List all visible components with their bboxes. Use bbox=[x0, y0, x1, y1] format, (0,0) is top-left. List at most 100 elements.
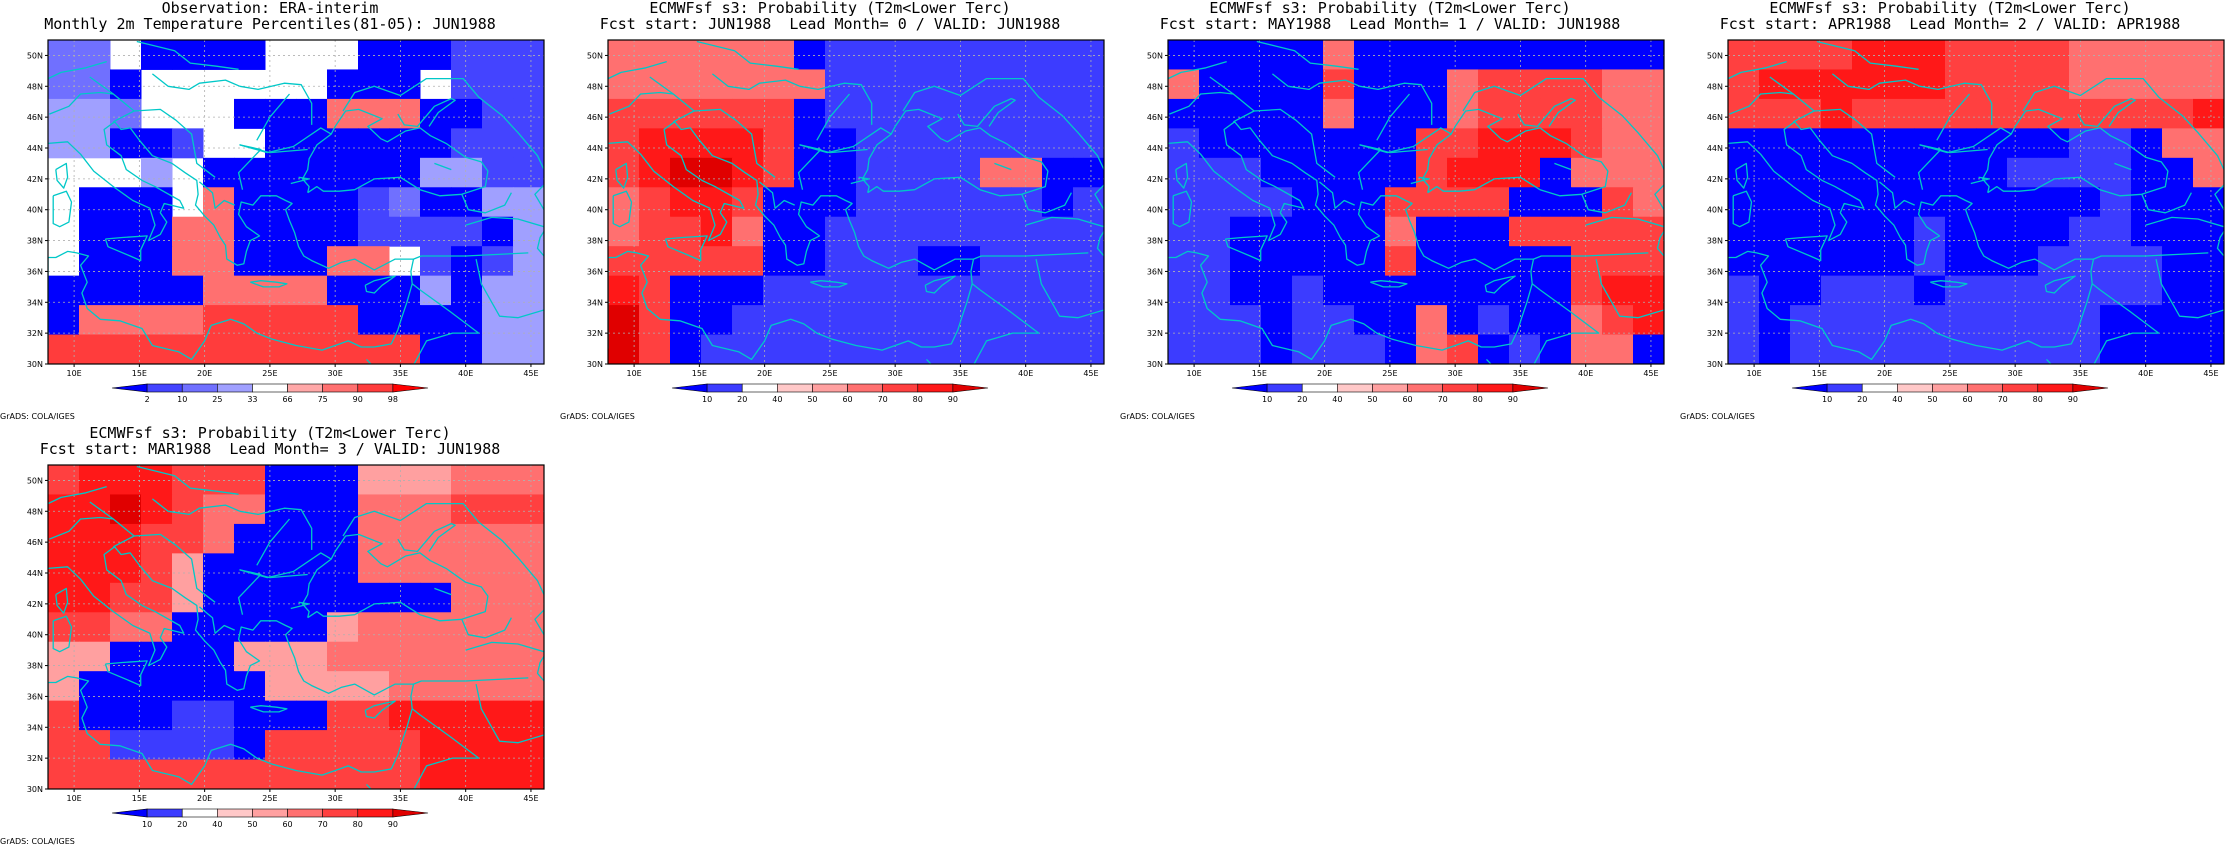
shaded-cell bbox=[732, 98, 764, 129]
panel-subtitle: Fcst start: JUN1988 Lead Month= 0 / VALI… bbox=[599, 15, 1061, 33]
shaded-cell bbox=[1976, 40, 2008, 70]
colorbar-swatch bbox=[1266, 383, 1303, 393]
colorbar-swatch bbox=[111, 808, 148, 818]
shaded-cell bbox=[670, 40, 702, 70]
panel-title: Observation: ERA-interim bbox=[161, 0, 379, 17]
shaded-cell bbox=[513, 494, 545, 525]
shaded-cell bbox=[1261, 246, 1293, 277]
shaded-cell bbox=[2193, 275, 2225, 306]
shaded-cell bbox=[2069, 69, 2101, 100]
shaded-cell bbox=[1230, 128, 1262, 159]
shaded-cell bbox=[513, 700, 545, 731]
shaded-cell bbox=[2038, 128, 2070, 159]
shaded-cell bbox=[2100, 187, 2132, 218]
shaded-cell bbox=[265, 334, 297, 365]
shaded-cell bbox=[1571, 157, 1603, 188]
lon-tick-label: 20E bbox=[1877, 369, 1892, 378]
shaded-cell bbox=[1728, 334, 1760, 365]
shaded-cell bbox=[2007, 305, 2039, 336]
shaded-cell bbox=[1790, 40, 1822, 70]
shaded-cell bbox=[2193, 305, 2225, 336]
shaded-cell bbox=[482, 465, 514, 495]
colorbar-swatch bbox=[1337, 383, 1373, 393]
shaded-cell bbox=[1509, 275, 1541, 306]
shaded-cell bbox=[172, 730, 204, 761]
shaded-cell bbox=[296, 216, 328, 247]
shaded-cell bbox=[482, 334, 514, 365]
shaded-cell bbox=[2131, 128, 2163, 159]
lat-tick-label: 30N bbox=[587, 360, 603, 369]
shaded-cell bbox=[389, 641, 421, 672]
shaded-cell bbox=[451, 275, 483, 306]
shaded-cell bbox=[701, 216, 733, 247]
lat-tick-label: 38N bbox=[1147, 237, 1163, 246]
shaded-cell bbox=[1540, 98, 1572, 129]
shaded-cell bbox=[79, 553, 111, 584]
colorbar-swatch bbox=[322, 808, 359, 818]
map-frame bbox=[47, 464, 545, 790]
panel-subtitle: Monthly 2m Temperature Percentiles(81-05… bbox=[44, 15, 496, 33]
shaded-cell bbox=[732, 40, 764, 70]
shaded-cell bbox=[1042, 157, 1074, 188]
shaded-cell bbox=[358, 157, 390, 188]
shaded-cell bbox=[1945, 40, 1977, 70]
shaded-cell bbox=[1292, 69, 1324, 100]
shaded-cell bbox=[2038, 305, 2070, 336]
shaded-cell bbox=[296, 730, 328, 761]
shaded-cell bbox=[949, 216, 981, 247]
shaded-grid bbox=[608, 40, 1105, 365]
lat-tick-label: 42N bbox=[27, 600, 43, 609]
shaded-cell bbox=[918, 69, 950, 100]
shaded-cell bbox=[513, 216, 545, 247]
shaded-cell bbox=[79, 612, 111, 643]
graticule bbox=[608, 40, 1104, 365]
shaded-cell bbox=[670, 157, 702, 188]
shaded-cell bbox=[420, 612, 452, 643]
shaded-cell bbox=[2038, 275, 2070, 306]
shaded-cell bbox=[918, 157, 950, 188]
shaded-cell bbox=[79, 641, 111, 672]
shaded-cell bbox=[482, 553, 514, 584]
lat-tick-label: 46N bbox=[587, 113, 603, 122]
shaded-cell bbox=[296, 275, 328, 306]
shaded-cell bbox=[1790, 157, 1822, 188]
shaded-cell bbox=[1292, 128, 1324, 159]
lat-tick-label: 34N bbox=[27, 723, 43, 732]
lat-tick-label: 42N bbox=[27, 175, 43, 184]
shaded-cell bbox=[172, 216, 204, 247]
shaded-cell bbox=[296, 187, 328, 218]
shaded-cell bbox=[1042, 305, 1074, 336]
shaded-cell bbox=[234, 334, 266, 365]
colorbar-swatch bbox=[1477, 383, 1514, 393]
lon-tick-label: 20E bbox=[197, 794, 212, 803]
shaded-cell bbox=[358, 582, 390, 613]
lat-tick-label: 44N bbox=[27, 144, 43, 153]
shaded-cell bbox=[1230, 157, 1262, 188]
shaded-cell bbox=[1011, 187, 1043, 218]
shaded-cell bbox=[1261, 128, 1293, 159]
lat-tick-label: 50N bbox=[1707, 51, 1723, 60]
shaded-cell bbox=[1540, 246, 1572, 277]
lat-tick-label: 46N bbox=[1147, 113, 1163, 122]
shaded-cell bbox=[79, 582, 111, 613]
shaded-cell bbox=[1199, 216, 1231, 247]
shaded-cell bbox=[451, 523, 483, 554]
shaded-cell bbox=[887, 187, 919, 218]
shaded-cell bbox=[482, 641, 514, 672]
shaded-cell bbox=[608, 40, 640, 70]
lon-tick-label: 10E bbox=[1746, 369, 1761, 378]
shaded-cell bbox=[949, 98, 981, 129]
shaded-cell bbox=[1323, 128, 1355, 159]
shaded-cell bbox=[451, 40, 483, 70]
shaded-cell bbox=[482, 494, 514, 525]
shaded-cell bbox=[1602, 216, 1634, 247]
shaded-cell bbox=[1447, 187, 1479, 218]
shaded-cell bbox=[358, 40, 390, 70]
shaded-cell bbox=[1509, 334, 1541, 365]
lat-tick-label: 40N bbox=[27, 206, 43, 215]
lat-tick-label: 40N bbox=[27, 631, 43, 640]
shaded-cell bbox=[1416, 40, 1448, 70]
colorbar: 2 10 25 33 66 75 90 98 bbox=[111, 383, 429, 404]
shaded-cell bbox=[389, 157, 421, 188]
colorbar-swatch bbox=[1442, 383, 1479, 393]
